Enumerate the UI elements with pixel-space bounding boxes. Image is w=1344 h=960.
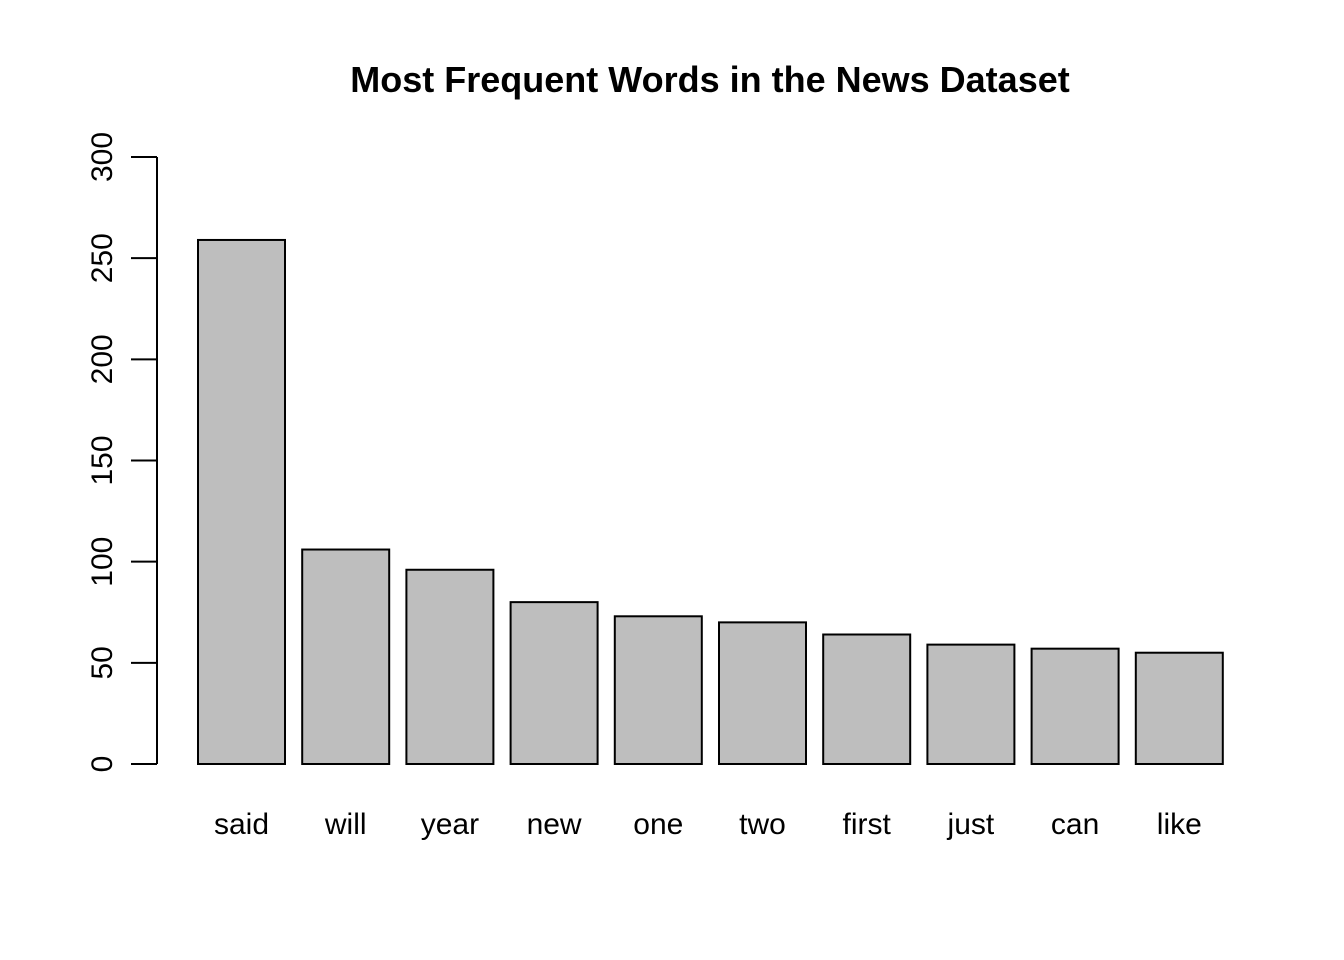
y-tick-label: 300 bbox=[86, 132, 119, 182]
x-tick-label-new: new bbox=[527, 808, 582, 841]
x-tick-label-first: first bbox=[843, 808, 892, 841]
y-tick-label: 150 bbox=[86, 435, 119, 485]
x-axis-labels: said will year new one two first just can like bbox=[214, 808, 1202, 841]
x-tick-label-can: can bbox=[1051, 808, 1099, 841]
bar-just bbox=[926, 643, 1016, 766]
chart-title: Most Frequent Words in the News Dataset bbox=[350, 59, 1069, 100]
bar-year bbox=[405, 568, 495, 766]
bar-said bbox=[197, 238, 286, 765]
x-tick-label-will: will bbox=[324, 808, 367, 841]
x-tick-label-like: like bbox=[1157, 808, 1202, 841]
x-tick-label-said: said bbox=[214, 808, 269, 841]
bar-first bbox=[822, 633, 912, 765]
y-tick-label: 0 bbox=[86, 756, 119, 773]
x-tick-label-one: one bbox=[633, 808, 683, 841]
bar-like bbox=[1134, 651, 1224, 766]
x-tick-label-just: just bbox=[947, 808, 995, 841]
y-tick-label: 50 bbox=[86, 646, 119, 679]
bar-two bbox=[718, 621, 807, 765]
bar-one bbox=[613, 615, 703, 766]
y-tick-label: 200 bbox=[86, 334, 119, 384]
x-tick-label-two: two bbox=[739, 808, 786, 841]
bar-can bbox=[1030, 647, 1120, 765]
bars bbox=[197, 238, 1224, 766]
y-tick-label: 100 bbox=[86, 537, 119, 587]
bar-will bbox=[301, 548, 391, 765]
bar-new bbox=[509, 601, 599, 766]
y-tick-label: 250 bbox=[86, 233, 119, 283]
x-tick-label-year: year bbox=[421, 808, 479, 841]
y-axis: 0 50 100 150 200 250 300 bbox=[86, 132, 158, 773]
